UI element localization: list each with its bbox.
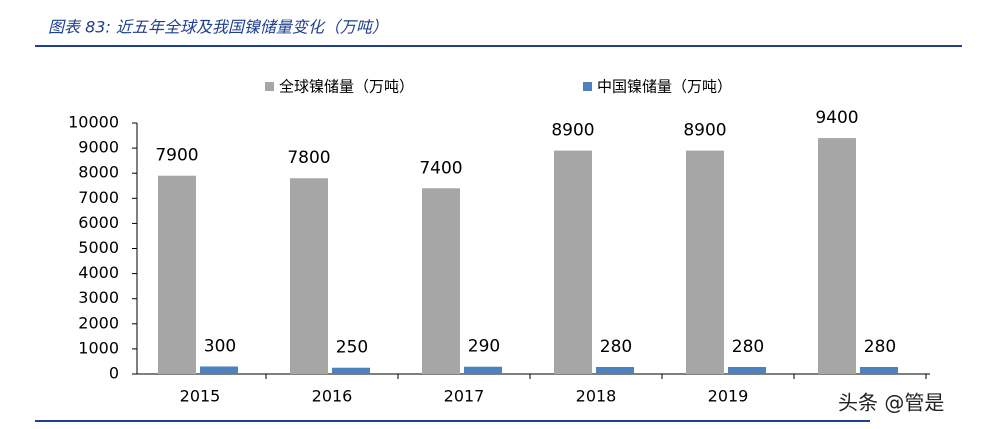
value-label: 7800 (287, 148, 330, 168)
value-label: 280 (732, 337, 764, 357)
y-tick-label: 7000 (78, 188, 119, 207)
x-tick-label: 2015 (180, 387, 221, 406)
bar (332, 367, 370, 374)
y-tick-label: 1000 (78, 338, 119, 357)
bar (818, 138, 856, 374)
legend-label: 中国镍储量（万吨） (597, 78, 732, 96)
y-tick-label: 10000 (68, 113, 119, 132)
y-tick-label: 2000 (78, 313, 119, 332)
bar (554, 150, 592, 374)
x-tick-label: 2018 (576, 387, 617, 406)
bar (158, 175, 196, 374)
x-tick-label: 2017 (444, 387, 485, 406)
value-label: 8900 (551, 121, 594, 141)
bar (860, 366, 898, 374)
legend-swatch (265, 82, 274, 91)
bar (464, 366, 502, 374)
y-tick-label: 0 (109, 364, 119, 383)
legend-swatch (583, 82, 592, 91)
x-tick-label: 2019 (708, 387, 749, 406)
y-tick-label: 6000 (78, 213, 119, 232)
bar (200, 366, 238, 374)
watermark: 头条 @管是 (838, 391, 944, 415)
y-tick-label: 3000 (78, 288, 119, 307)
value-label: 8900 (683, 121, 726, 141)
value-label: 250 (336, 338, 368, 358)
value-label: 7400 (419, 158, 462, 178)
bar (422, 188, 460, 374)
value-label: 290 (468, 337, 500, 357)
x-tick-label: 2016 (312, 387, 353, 406)
y-tick-label: 9000 (78, 138, 119, 157)
chart-title: 图表 83: 近五年全球及我国镍储量变化（万吨） (48, 18, 388, 37)
y-tick-label: 4000 (78, 263, 119, 282)
value-label: 300 (204, 336, 236, 356)
y-tick-label: 5000 (78, 238, 119, 257)
bar (596, 366, 634, 374)
value-label: 280 (864, 337, 896, 357)
y-tick-label: 8000 (78, 163, 119, 182)
value-label: 7900 (155, 146, 198, 166)
legend-label: 全球镍储量（万吨） (279, 78, 414, 96)
value-label: 9400 (815, 108, 858, 128)
value-label: 280 (600, 337, 632, 357)
bar (686, 150, 724, 374)
bar (728, 366, 766, 374)
bar (290, 178, 328, 374)
